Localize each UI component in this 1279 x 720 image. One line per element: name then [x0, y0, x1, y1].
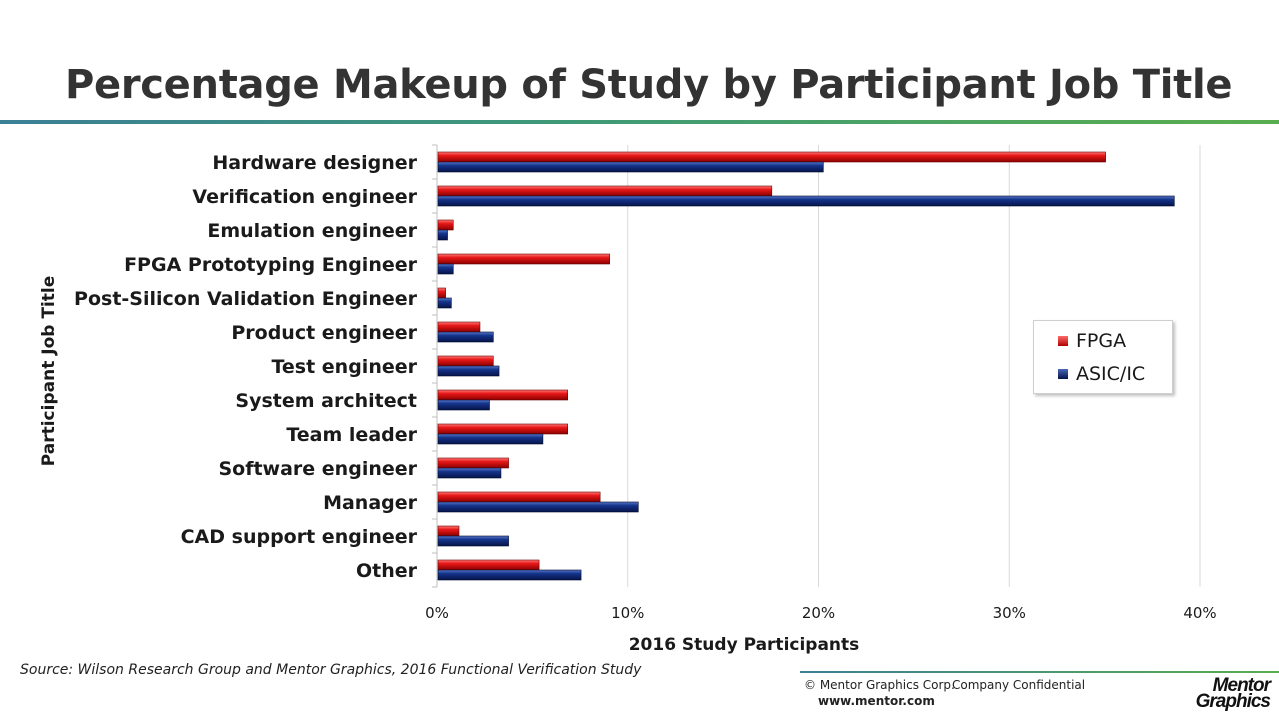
fpga-bar: [437, 321, 481, 333]
fpga-bar: [437, 559, 540, 571]
asic-bar: [437, 161, 824, 173]
legend-swatch-asic: [1058, 369, 1068, 379]
fpga-bar: [437, 219, 454, 231]
category-label: Other: [356, 560, 418, 582]
company-logo: Mentor Graphics: [1170, 675, 1271, 714]
bars: [437, 151, 1175, 581]
asic-bar: [437, 195, 1175, 207]
category-label: Test engineer: [271, 356, 417, 378]
legend-item-asic: ASIC/IC: [1058, 363, 1146, 385]
title-rule: [0, 120, 1279, 124]
x-tick-label: 40%: [1183, 604, 1216, 622]
confidential-text: Company Confidential: [952, 678, 1086, 692]
asic-bar: [437, 501, 639, 513]
logo-line-1: Mentor: [1212, 675, 1271, 696]
slide-title: Percentage Makeup of Study by Participan…: [65, 62, 1233, 108]
asic-bar: [437, 535, 509, 547]
fpga-bar: [437, 355, 494, 367]
fpga-bar: [437, 525, 460, 537]
asic-bar: [437, 433, 544, 445]
asic-bar: [437, 263, 454, 275]
fpga-bar: [437, 185, 773, 197]
legend-label-asic: ASIC/IC: [1076, 363, 1146, 385]
fpga-bar: [437, 287, 446, 299]
fpga-bar: [437, 491, 601, 503]
x-tick-label: 20%: [802, 604, 835, 622]
x-tick-label: 0%: [425, 604, 449, 622]
fpga-bar: [437, 151, 1106, 163]
grid-lines: [627, 145, 1201, 587]
category-label: CAD support engineer: [181, 526, 418, 548]
asic-bar: [437, 365, 500, 377]
fpga-bar: [437, 423, 569, 435]
legend-swatch-fpga: [1058, 336, 1068, 346]
copyright-text: © Mentor Graphics Corp.: [804, 678, 955, 692]
legend-label-fpga: FPGA: [1076, 330, 1127, 352]
labels: 0% 10% 20% 30% 40% Hardware designer Verificat…: [39, 152, 1217, 655]
asic-bar: [437, 229, 448, 241]
x-axis-title: 2016 Study Participants: [629, 635, 860, 655]
category-label: Software engineer: [218, 458, 417, 480]
category-label: FPGA Prototyping Engineer: [124, 254, 418, 276]
fpga-bar: [437, 253, 610, 265]
fpga-bar: [437, 457, 509, 469]
category-label: Team leader: [286, 424, 417, 446]
website-link[interactable]: www.mentor.com: [818, 694, 935, 708]
asic-bar: [437, 467, 502, 479]
category-label: Emulation engineer: [207, 220, 417, 242]
fpga-bar: [437, 389, 569, 401]
asic-bar: [437, 399, 490, 411]
category-label: Product engineer: [231, 322, 417, 344]
logo-line-2: Graphics: [1195, 691, 1271, 712]
category-label: Hardware designer: [212, 152, 417, 174]
category-label: Verification engineer: [192, 186, 417, 208]
bar-chart: 0% 10% 20% 30% 40% Hardware designer Verificat…: [39, 144, 1217, 655]
x-tick-label: 10%: [611, 604, 644, 622]
chart-legend: FPGA ASIC/IC: [1033, 320, 1173, 394]
y-axis-title: Participant Job Title: [39, 276, 59, 467]
axes: [432, 144, 438, 588]
category-label: System architect: [235, 390, 417, 412]
asic-bar: [437, 297, 452, 309]
asic-bar: [437, 331, 494, 343]
footer-rule: [800, 671, 1279, 673]
category-label: Post-Silicon Validation Engineer: [74, 288, 418, 310]
asic-bar: [437, 569, 582, 581]
x-tick-label: 30%: [993, 604, 1026, 622]
legend-item-fpga: FPGA: [1058, 330, 1127, 352]
source-note: Source: Wilson Research Group and Mentor…: [20, 662, 642, 678]
category-label: Manager: [323, 492, 418, 514]
